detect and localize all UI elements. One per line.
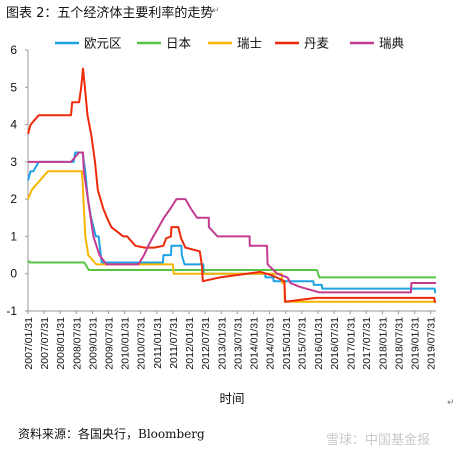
x-tick-label: 2008/01/31 — [55, 317, 67, 370]
legend-label: 欧元区 — [84, 36, 122, 51]
x-tick-label: 2013/01/31 — [216, 317, 228, 370]
x-tick-label: 2010/01/31 — [120, 317, 132, 370]
y-tick-label: 0 — [10, 267, 17, 281]
watermark-text: 雪球：中国基金报 — [326, 433, 431, 448]
series-line-1 — [27, 151, 437, 294]
y-tick-label: 4 — [10, 118, 17, 132]
x-tick-label: 2012/07/31 — [200, 317, 212, 370]
y-tick-label: 3 — [10, 155, 17, 169]
x-tick-label: 2019/07/31 — [426, 317, 438, 370]
x-tick-label: 2014/01/31 — [249, 317, 261, 370]
x-tick-label: 2009/07/31 — [103, 317, 115, 370]
x-tick-label: 2017/01/31 — [345, 317, 357, 370]
legend-label: 瑞士 — [237, 36, 262, 51]
y-tick-label: 5 — [10, 80, 17, 94]
x-axis-title: 时间 — [219, 391, 244, 406]
x-tick-label: 2008/07/31 — [71, 317, 83, 370]
x-tick-label: 2019/01/31 — [410, 317, 422, 370]
x-tick-label: 2011/07/31 — [168, 317, 180, 369]
y-tick-label: 6 — [10, 43, 17, 57]
x-tick-label: 2016/01/31 — [313, 317, 325, 370]
x-tick-label: 2009/01/31 — [87, 317, 99, 370]
return-mark: ↵ — [212, 6, 220, 16]
x-tick-label: 2018/01/31 — [377, 317, 389, 370]
x-tick-label: 2007/01/31 — [23, 317, 35, 370]
page-title: 图表 2：五个经济体主要利率的走势 — [6, 6, 214, 21]
x-tick-label: 2011/01/31 — [152, 317, 164, 369]
series-line-5 — [28, 151, 436, 294]
x-tick-label: 2017/07/31 — [361, 317, 373, 370]
series-line-3 — [27, 170, 436, 303]
series-line-2 — [27, 259, 436, 279]
source-note: 资料来源：各国央行，Bloomberg — [18, 427, 205, 441]
y-tick-label: 2 — [10, 192, 17, 206]
x-tick-label: 2018/07/31 — [393, 317, 405, 370]
x-tick-label: 2015/07/31 — [297, 317, 309, 370]
x-tick-label: 2007/07/31 — [39, 317, 51, 370]
x-tick-label: 2013/07/31 — [232, 317, 244, 370]
y-tick-label: 1 — [10, 229, 17, 243]
x-tick-label: 2014/07/31 — [265, 317, 277, 370]
y-tick-label: -1 — [6, 304, 17, 318]
series-line-4 — [27, 67, 436, 303]
legend-label: 瑞典 — [379, 36, 404, 51]
x-tick-label: 2015/01/31 — [281, 317, 293, 370]
legend-label: 丹麦 — [304, 36, 330, 51]
legend-label: 日本 — [166, 36, 192, 51]
return-mark: ↵ — [447, 398, 455, 408]
x-tick-label: 2010/07/31 — [136, 317, 148, 370]
x-tick-label: 2012/01/31 — [184, 317, 196, 370]
x-tick-label: 2016/07/31 — [329, 317, 341, 370]
